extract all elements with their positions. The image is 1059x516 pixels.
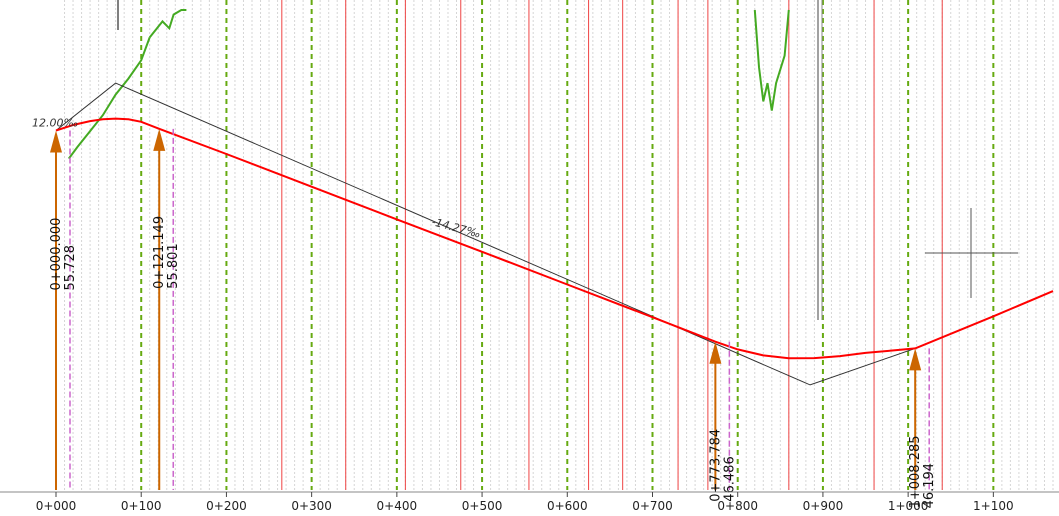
grade-labels: 12.00‰-14.27‰ xyxy=(32,117,482,241)
axis-tick-label: 1+100 xyxy=(973,499,1014,513)
ground-segment xyxy=(753,9,790,111)
axis-tick-label: 0+800 xyxy=(717,499,758,513)
crosshair-cursor xyxy=(925,208,1018,298)
existing-ground-profile xyxy=(67,9,790,160)
axis-tick-label: 0+200 xyxy=(206,499,247,513)
marker-station-label: 1+008.285 xyxy=(908,436,923,509)
minor-grid xyxy=(64,0,1054,490)
axis-tick-label: 0+400 xyxy=(377,499,418,513)
station-marker[interactable]: 0+773.784 46.486 xyxy=(708,341,737,502)
axis-tick-label: 0+100 xyxy=(121,499,162,513)
axis-tick-label: 0+600 xyxy=(547,499,588,513)
tangent-lines[interactable] xyxy=(55,82,916,386)
axis-tick-label: 0+000 xyxy=(36,499,77,513)
marker-arrow-head xyxy=(153,128,166,151)
marker-elevation-label: 46.486 xyxy=(722,456,737,502)
ground-segment xyxy=(148,9,187,39)
axis-tick-label: 0+900 xyxy=(803,499,844,513)
marker-arrow-head xyxy=(909,348,922,371)
marker-arrow-head xyxy=(50,130,62,153)
vertical-reference-lines xyxy=(117,0,823,320)
station-marker[interactable]: 0+000.000 55.728 xyxy=(49,130,78,490)
axis-tick-label: 1+000 xyxy=(888,499,929,513)
marker-station-label: 0+773.784 xyxy=(708,429,723,502)
marker-station-label: 0+000.000 xyxy=(49,218,64,291)
station-marker[interactable]: 0+121.149 55.801 xyxy=(152,128,181,490)
tangent-polyline[interactable] xyxy=(55,82,916,386)
marker-elevation-label: 55.728 xyxy=(63,245,78,291)
axis-tick-label: 0+300 xyxy=(291,499,332,513)
section-lines xyxy=(140,0,995,490)
design-profile-line[interactable] xyxy=(55,117,1054,360)
station-axis: 0+000 0+100 0+200 0+300 0+400 0+500 0+600 0+700… xyxy=(0,491,1059,513)
marker-elevation-label: 55.801 xyxy=(166,243,181,289)
ground-segment xyxy=(67,37,151,160)
axis-tick-label: 0+500 xyxy=(462,499,503,513)
axis-tick-label: 0+700 xyxy=(632,499,673,513)
marker-station-label: 0+121.149 xyxy=(152,216,167,289)
marker-elevation-label: 46.194 xyxy=(922,463,937,509)
design-profile[interactable] xyxy=(55,117,1054,360)
grade-label: 12.00‰ xyxy=(32,117,78,130)
marker-arrow-head xyxy=(709,341,722,364)
station-marker[interactable]: 1+008.285 46.194 xyxy=(908,348,937,508)
